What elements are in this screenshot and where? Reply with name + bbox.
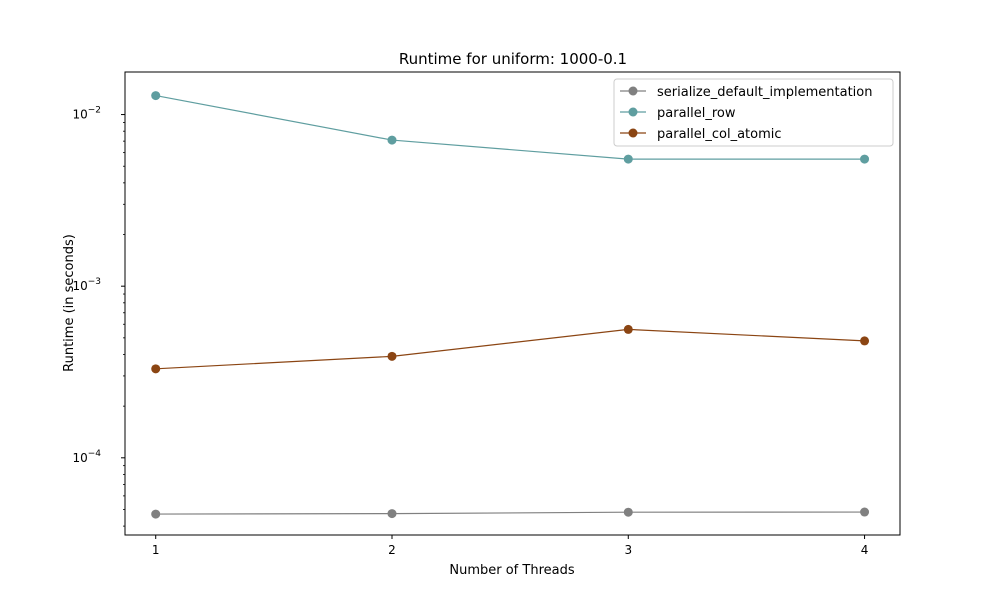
x-axis: 1 2 3 4 [152, 535, 868, 557]
legend-item-serialize-default-implementation: serialize_default_implementation [620, 85, 872, 100]
legend-swatch-marker [628, 86, 638, 96]
data-point [860, 154, 870, 164]
legend-box [613, 78, 894, 147]
plot-area: 1 2 3 4 10−4 10−3 10−2 [72, 71, 901, 557]
data-point [151, 509, 161, 519]
legend-label: serialize_default_implementation [657, 85, 872, 100]
series-line [155, 328, 865, 370]
chart-title: Runtime for uniform: 1000-0.1 [399, 50, 627, 68]
data-point [623, 154, 633, 164]
data-point [151, 91, 161, 101]
series-parallel-row [151, 91, 870, 164]
data-point [387, 351, 397, 361]
x-tick-label: 3 [624, 543, 632, 557]
series-parallel-col-atomic [151, 324, 870, 374]
data-point [860, 507, 870, 517]
legend: serialize_default_implementation parallel… [613, 78, 894, 147]
data-point [387, 135, 397, 145]
data-point [151, 364, 161, 374]
y-tick-label: 10−2 [72, 106, 101, 122]
series-line [155, 511, 865, 515]
data-point [387, 509, 397, 519]
x-tick-label: 2 [388, 543, 396, 557]
series-serialize-default-implementation [151, 507, 870, 519]
legend-swatch-marker [628, 107, 638, 117]
legend-item-parallel-row: parallel_row [620, 106, 736, 121]
legend-label: parallel_row [657, 106, 736, 121]
y-axis: 10−4 10−3 10−2 [72, 106, 125, 527]
data-point [623, 324, 633, 334]
plot-frame [124, 71, 901, 536]
series-line [155, 94, 865, 160]
series-layer [151, 91, 870, 519]
y-tick-label: 10−4 [72, 449, 101, 465]
data-point [860, 336, 870, 346]
legend-entries: serialize_default_implementation parallel… [620, 85, 872, 142]
data-point [623, 507, 633, 517]
legend-item-parallel-col-atomic: parallel_col_atomic [620, 127, 782, 142]
x-tick-label: 4 [861, 543, 869, 557]
legend-label: parallel_col_atomic [657, 127, 782, 142]
y-tick-label: 10−3 [72, 277, 101, 293]
legend-swatch-marker [628, 128, 638, 138]
x-tick-label: 1 [152, 543, 160, 557]
y-axis-label: Runtime (in seconds) [62, 234, 77, 372]
x-axis-label: Number of Threads [449, 563, 574, 578]
